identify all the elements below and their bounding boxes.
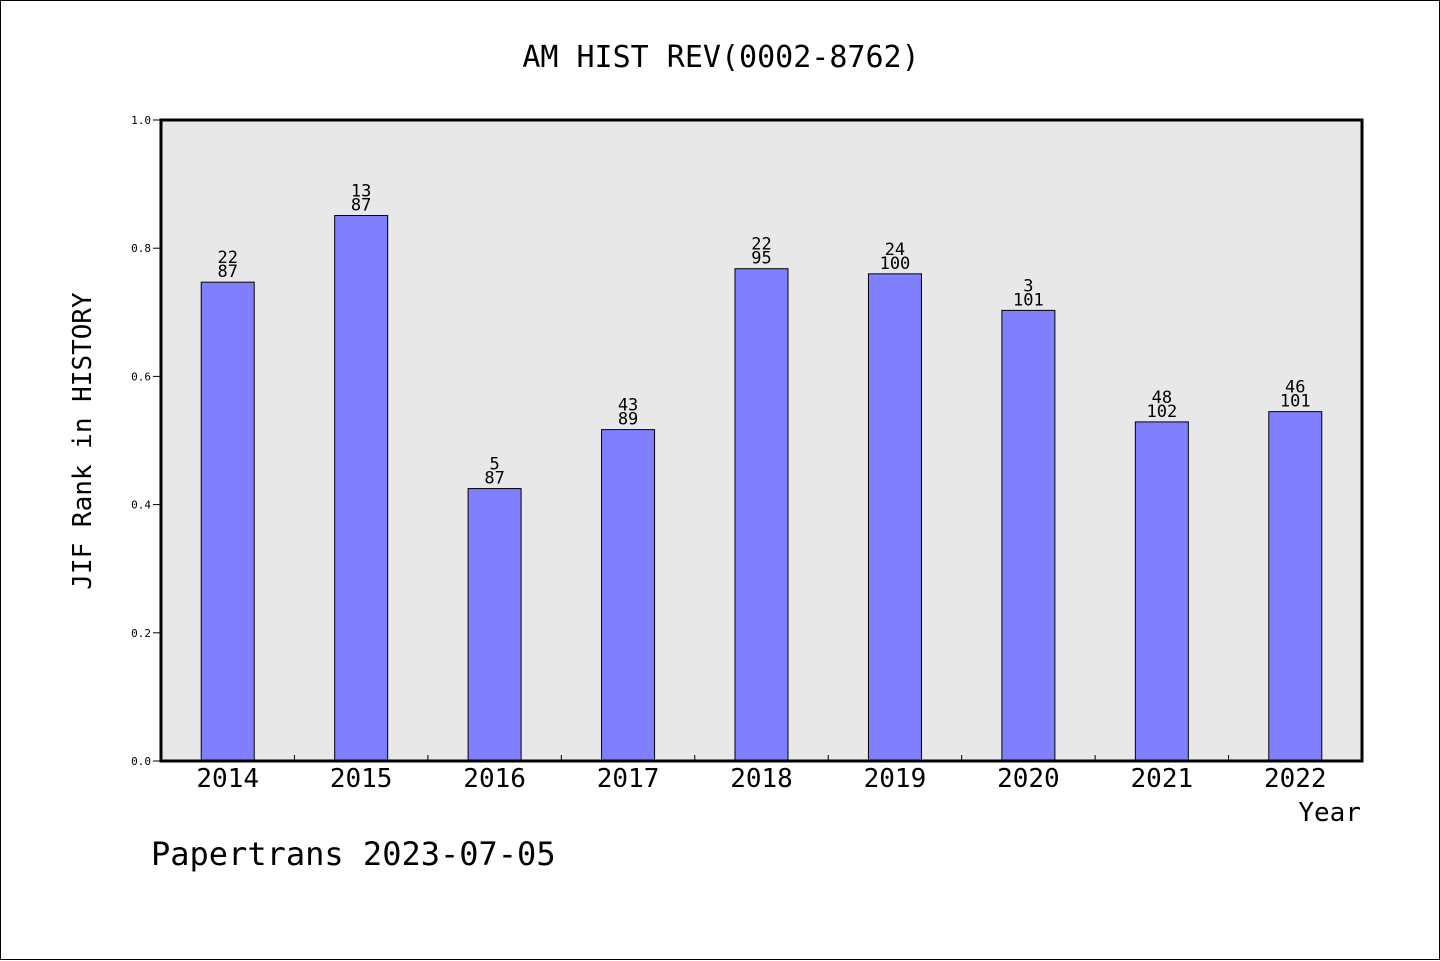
x-tick-label: 2018 <box>730 764 793 794</box>
x-tick-label: 2020 <box>997 764 1060 794</box>
bars-group <box>200 215 1323 762</box>
bar-total-label: 87 <box>217 262 237 282</box>
y-tick-label: 0.4 <box>131 499 151 512</box>
y-tick-label: 0.8 <box>131 242 151 255</box>
bar-total-label: 89 <box>618 410 638 430</box>
bar-rank-label: 3 <box>1023 276 1033 296</box>
y-tick-label: 0.0 <box>131 755 151 768</box>
bar-total-label: 87 <box>351 196 371 216</box>
bar-2017 <box>601 429 656 762</box>
footer-credit: Papertrans 2023-07-05 <box>151 835 556 873</box>
y-axis: 0.0 0.2 0.4 0.6 0.8 1.0 <box>131 114 161 768</box>
bar-2020 <box>1001 309 1056 762</box>
x-tick-label: 2014 <box>196 764 259 794</box>
bar-total-label: 95 <box>751 249 771 269</box>
bar-rank-label: 43 <box>618 396 638 416</box>
bar-total-label: 101 <box>1280 392 1311 412</box>
bar-total-label: 102 <box>1146 402 1177 422</box>
bar-rank-label: 46 <box>1285 378 1305 398</box>
y-tick-label: 1.0 <box>131 114 151 127</box>
chart-title: AM HIST REV(0002-8762) <box>522 40 919 75</box>
bar-2019 <box>867 273 922 762</box>
y-axis-label: JIF Rank in HISTORY <box>68 292 98 590</box>
bar-total-label: 101 <box>1013 290 1044 310</box>
bar-rank-label: 22 <box>751 235 771 255</box>
bar-rank-label: 48 <box>1152 388 1172 408</box>
plot-border <box>159 118 1364 763</box>
x-tick-label: 2017 <box>597 764 660 794</box>
x-tick-label: 2016 <box>463 764 526 794</box>
bar-2018 <box>734 268 789 762</box>
y-tick-label: 0.2 <box>131 627 151 640</box>
bar-2016 <box>467 488 522 762</box>
y-tick-label: 0.6 <box>131 370 151 383</box>
bar-rank-label: 13 <box>351 182 371 202</box>
bar-rank-label: 22 <box>217 248 237 268</box>
x-tick-label: 2019 <box>864 764 927 794</box>
x-tick-label: 2022 <box>1264 764 1327 794</box>
bar-total-label: 87 <box>484 469 504 489</box>
x-tick-label: 2021 <box>1131 764 1194 794</box>
x-axis-label: Year <box>1298 798 1361 828</box>
bar-rank-label: 5 <box>489 455 499 475</box>
x-tick-label: 2015 <box>330 764 393 794</box>
bar-rank-label: 24 <box>885 240 905 260</box>
bar-2021 <box>1134 421 1189 762</box>
bar-2022 <box>1268 411 1323 762</box>
bar-2015 <box>334 215 389 762</box>
x-axis: 2014 2015 2016 2017 2018 2019 2020 2021 2022 <box>196 755 1327 794</box>
bar-2014 <box>200 281 255 762</box>
bar-total-label: 100 <box>880 254 911 274</box>
